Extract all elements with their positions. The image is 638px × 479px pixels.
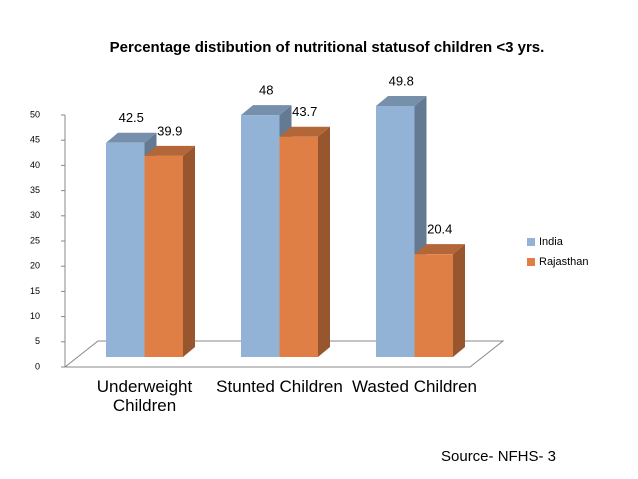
value-label: 43.7 [292,104,317,119]
y-tick-label: 10 [30,311,40,321]
legend-swatch [527,238,535,246]
bar-top [414,244,465,255]
y-tick-label: 20 [30,261,40,271]
bar [414,254,453,357]
bar [376,106,415,358]
bar-top [106,132,157,143]
bar [106,142,145,357]
value-label: 39.9 [157,123,182,138]
y-tick-label: 35 [30,185,40,195]
bar-top [144,145,195,156]
value-label: 42.5 [119,110,144,125]
value-label: 20.4 [427,222,452,237]
bar-side [318,126,330,357]
value-label: 48 [259,83,273,98]
bar-side [453,244,465,357]
bar-top [279,126,330,137]
bar-side [183,145,195,357]
source-note: Source- NFHS- 3 [441,448,557,465]
legend-swatch [527,258,535,266]
y-tick-label: 25 [30,235,40,245]
chart-title: Percentage distibution of nutritional st… [109,39,545,56]
legend-label: India [539,236,564,248]
bar [241,115,280,357]
y-tick-label: 15 [30,286,40,296]
value-label: 49.8 [389,73,414,88]
y-tick-label: 45 [30,135,40,145]
y-tick-label: 30 [30,210,40,220]
y-tick-label: 50 [30,109,40,119]
bar-top [376,96,427,107]
y-tick-label: 5 [35,336,40,346]
x-tick-label: Stunted Children [216,377,343,396]
legend-label: Rajasthan [539,256,589,268]
y-tick-label: 0 [35,361,40,371]
x-tick-label: Underweight Children [96,377,193,415]
x-tick-label: Wasted Children [351,377,478,396]
bar-top [241,105,292,116]
bar [279,136,318,357]
bar [144,155,183,357]
y-tick-label: 40 [30,160,40,170]
